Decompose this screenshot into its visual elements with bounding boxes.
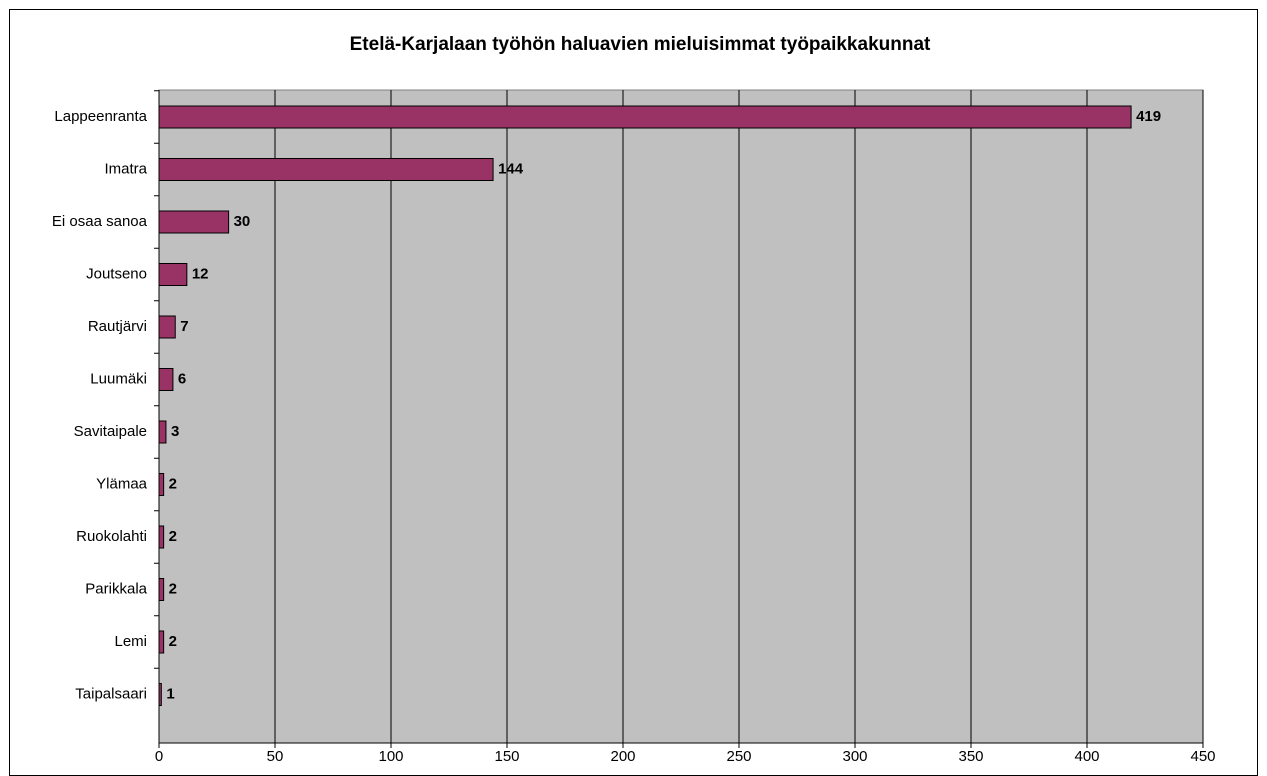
value-label: 2 [169, 580, 177, 597]
bar [158, 630, 165, 654]
bar [158, 158, 494, 181]
bar [158, 578, 165, 601]
bar [158, 473, 165, 496]
bar [158, 525, 165, 549]
value-label: 1 [166, 685, 174, 702]
x-tick-label: 300 [842, 748, 867, 765]
chart-title: Etelä-Karjalaan työhön haluavien mieluis… [350, 34, 931, 55]
x-tick-label: 400 [1074, 748, 1099, 765]
y-tick-label: Lemi [114, 633, 147, 650]
x-tick-label: 150 [494, 748, 519, 765]
bar [158, 683, 162, 706]
value-label: 2 [169, 475, 177, 492]
bar [158, 315, 176, 339]
y-tick-label: Lappeenranta [54, 108, 147, 125]
value-label: 3 [171, 423, 179, 440]
bar [158, 263, 188, 286]
value-label: 12 [192, 265, 209, 282]
x-tick-label: 0 [155, 748, 163, 765]
bar [158, 420, 167, 444]
x-tick-label: 350 [958, 748, 983, 765]
y-tick-label: Ylämaa [96, 475, 148, 492]
bar [158, 105, 1132, 129]
y-tick-label: Ei osaa sanoa [52, 213, 148, 230]
x-tick-label: 200 [610, 748, 635, 765]
value-label: 2 [169, 528, 177, 545]
x-tick-label: 50 [267, 748, 284, 765]
y-tick-label: Joutseno [86, 265, 147, 282]
x-tick-label: 250 [726, 748, 751, 765]
bar [158, 368, 174, 391]
value-label: 7 [180, 318, 188, 335]
y-tick-label: Taipalsaari [75, 685, 147, 702]
y-tick-label: Rautjärvi [88, 318, 147, 335]
y-tick-label: Parikkala [85, 580, 147, 597]
bar [158, 210, 230, 234]
x-tick-label: 450 [1190, 748, 1215, 765]
y-tick-label: Savitaipale [74, 423, 147, 440]
y-tick-label: Luumäki [90, 370, 147, 387]
value-label: 6 [178, 370, 186, 387]
x-tick-label: 100 [378, 748, 403, 765]
value-label: 30 [234, 213, 251, 230]
value-label: 419 [1136, 108, 1161, 125]
value-label: 2 [169, 633, 177, 650]
y-tick-label: Imatra [104, 160, 147, 177]
plot-area [158, 89, 1204, 744]
value-label: 144 [498, 160, 524, 177]
y-tick-label: Ruokolahti [76, 528, 147, 545]
